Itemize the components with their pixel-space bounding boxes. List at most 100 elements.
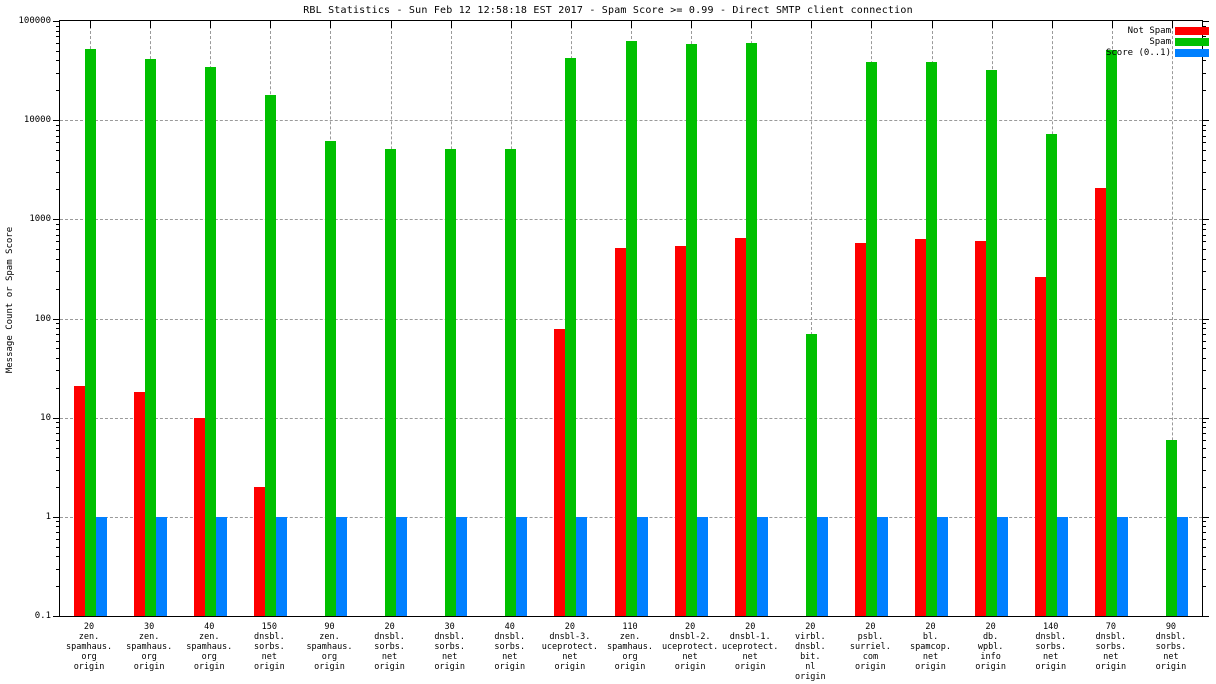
bar-not-spam — [1035, 276, 1047, 616]
bar-spam — [1106, 50, 1118, 616]
y-tick-minor — [56, 249, 60, 251]
x-tick — [330, 21, 332, 28]
bar-score — [456, 516, 468, 616]
bar-not-spam — [1095, 188, 1107, 616]
y-tick-minor — [1202, 328, 1206, 330]
x-axis-label: 40 zen. spamhaus. org origin — [186, 622, 233, 672]
y-tick-minor — [1202, 271, 1206, 273]
y-tick-minor — [56, 357, 60, 359]
bar-score — [576, 516, 588, 616]
x-axis-label: 20 bl. spamcop. net origin — [910, 622, 951, 672]
y-tick-minor — [56, 457, 60, 459]
y-tick-minor — [1202, 36, 1206, 38]
y-tick-major — [1202, 219, 1209, 221]
bar-spam — [385, 149, 397, 616]
bar-spam — [805, 333, 817, 616]
y-tick-minor — [56, 568, 60, 570]
y-tick-minor — [56, 129, 60, 131]
legend-label: Score (0..1) — [1105, 47, 1171, 58]
y-tick-minor — [1202, 340, 1206, 342]
bar-score — [95, 516, 107, 616]
y-tick-minor — [1202, 538, 1206, 540]
y-tick-minor — [56, 258, 60, 260]
y-tick-minor — [56, 422, 60, 424]
legend-swatch — [1175, 48, 1209, 57]
y-tick-minor — [56, 271, 60, 273]
bar-spam — [84, 49, 96, 616]
y-tick-minor — [56, 521, 60, 523]
x-axis-label: 20 dnsbl-3. uceprotect. net origin — [541, 622, 599, 672]
x-axis-label: 90 dnsbl. sorbs. net origin — [1155, 622, 1187, 672]
y-tick-minor — [56, 60, 60, 62]
x-tick — [751, 21, 753, 28]
bar-score — [696, 516, 708, 616]
x-axis-label: 70 dnsbl. sorbs. net origin — [1095, 622, 1127, 672]
y-tick-minor — [1202, 532, 1206, 534]
bar-spam — [926, 61, 938, 616]
y-tick-minor — [56, 340, 60, 342]
bar-not-spam — [614, 248, 626, 616]
y-tick-major — [53, 318, 60, 320]
y-tick-minor — [1202, 228, 1206, 230]
x-axis-label: 20 dnsbl-1. uceprotect. net origin — [722, 622, 779, 672]
y-tick-minor — [1202, 556, 1206, 558]
y-tick-minor — [56, 36, 60, 38]
x-axis-label: 20 db. wpbl. info origin — [975, 622, 1006, 672]
y-tick-minor — [56, 234, 60, 236]
y-tick-major — [53, 219, 60, 221]
x-tick — [150, 21, 152, 28]
bar-spam — [144, 59, 156, 616]
y-tick-minor — [1202, 288, 1206, 290]
y-tick-minor — [56, 370, 60, 372]
plot-area: 0.1 1 10 100 1000 10000 100000 — [18, 16, 1209, 621]
bar-score — [1177, 516, 1189, 616]
y-tick-minor — [56, 447, 60, 449]
y-tick-minor — [56, 439, 60, 441]
x-axis-label: 20 virbl. dnsbl. bit. nl origin — [794, 622, 826, 682]
bar-score — [215, 516, 227, 616]
y-tick-minor — [1202, 387, 1206, 389]
x-tick — [691, 21, 693, 28]
y-tick-label: 0.1 — [34, 611, 51, 621]
bar-score — [756, 516, 768, 616]
bar-score — [636, 516, 648, 616]
x-tick — [390, 21, 392, 28]
legend-item: Not Spam — [1059, 25, 1209, 36]
chart-legend: Not Spam Spam Score (0..1) — [1059, 25, 1209, 58]
y-tick-minor — [1202, 90, 1206, 92]
bar-score — [275, 516, 287, 616]
x-axis-label: 110 zen. spamhaus. org origin — [606, 622, 654, 672]
y-tick-minor — [56, 25, 60, 27]
x-tick — [931, 21, 933, 28]
bar-score — [876, 516, 888, 616]
y-tick-minor — [1202, 124, 1206, 126]
bar-spam — [745, 43, 757, 616]
y-tick-minor — [56, 333, 60, 335]
y-tick-minor — [56, 328, 60, 330]
y-tick-minor — [56, 43, 60, 44]
y-tick-label: 1 — [45, 511, 51, 522]
x-tick — [510, 21, 512, 28]
x-tick — [1171, 21, 1173, 28]
bar-spam — [324, 140, 336, 616]
y-tick-minor — [1202, 142, 1206, 144]
y-tick-minor — [56, 189, 60, 191]
y-tick-minor — [56, 532, 60, 534]
y-tick-minor — [1202, 333, 1206, 335]
bar-spam — [865, 61, 877, 616]
y-tick-minor — [1202, 546, 1206, 548]
bar-not-spam — [253, 486, 265, 616]
bar-not-spam — [674, 245, 686, 616]
bar-score — [396, 516, 408, 616]
y-tick-minor — [56, 427, 60, 429]
bar-not-spam — [73, 385, 85, 616]
y-tick-label: 100 — [34, 313, 51, 324]
y-tick-minor — [1202, 433, 1206, 435]
x-tick — [210, 21, 212, 28]
y-tick-label: 10000 — [23, 115, 51, 126]
y-tick-minor — [56, 433, 60, 435]
bar-spam — [1046, 133, 1058, 616]
bar-spam — [625, 40, 637, 616]
x-axis-label: 20 dnsbl. sorbs. net origin — [374, 622, 405, 672]
